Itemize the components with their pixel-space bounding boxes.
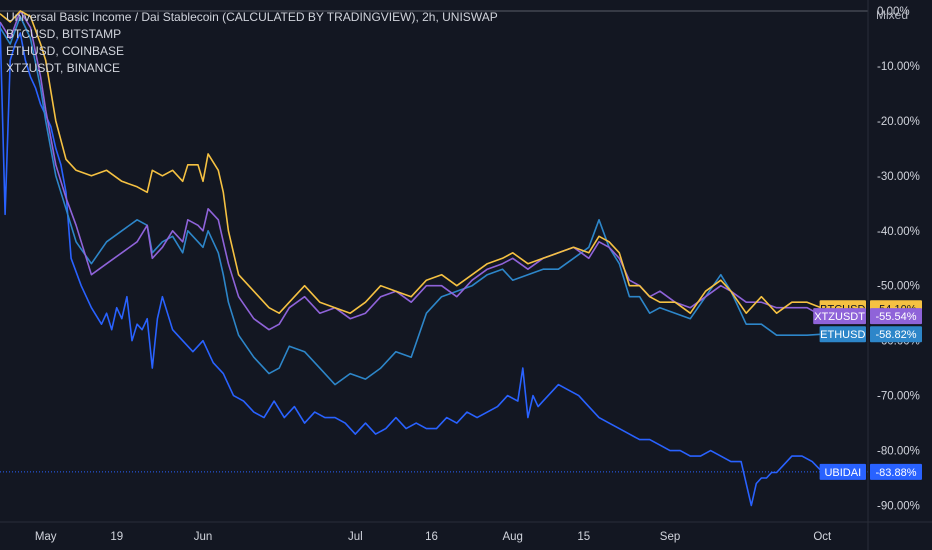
series-value-tag	[870, 326, 922, 343]
x-tick-label: May	[35, 531, 57, 543]
series-name-tag-text: ETHUSD	[820, 329, 865, 341]
series-name-tag-text: UBIDAI	[824, 467, 861, 479]
y-tick-label: -40.00%	[877, 226, 920, 238]
series-value-tag	[870, 308, 922, 325]
price-scale[interactable]: 0.00% -10.00% -20.00% -30.00% -40.00% -50.00%…	[877, 6, 920, 513]
last-label-xtzusdt: XTZUSDT -55.54%	[813, 308, 922, 325]
legend-series-btcusd[interactable]: BTCUSD, BITSTAMP	[6, 27, 122, 41]
last-value-labels: BTCUSD-54.10%XTZUSDT-55.54%ETHUSD-58.82%…	[813, 300, 922, 480]
y-tick-label: 0.00%	[877, 6, 910, 18]
scale-mode-label[interactable]: Mixed	[875, 8, 908, 22]
x-tick-label: Oct	[813, 531, 832, 543]
series-value-tag-text: -83.88%	[876, 467, 917, 479]
x-tick-label: Jun	[194, 531, 213, 543]
legend-series-ethusd[interactable]: ETHUSD, COINBASE	[6, 44, 125, 58]
y-tick-label: -70.00%	[877, 391, 920, 403]
series-line-ubidai[interactable]	[0, 21, 823, 507]
legend-series-xtzusdt[interactable]: XTZUSDT, BINANCE	[6, 61, 121, 75]
y-tick-label: -30.00%	[877, 171, 920, 183]
y-tick-label: -10.00%	[877, 61, 920, 73]
x-tick-label: Sep	[660, 531, 680, 543]
y-tick-label: -50.00%	[877, 281, 920, 293]
x-tick-label: Aug	[502, 531, 522, 543]
series-value-tag	[870, 463, 922, 480]
y-tick-label: -90.00%	[877, 501, 920, 513]
x-tick-label: 16	[425, 531, 438, 543]
series-value-tag-text: -55.54%	[876, 311, 917, 323]
last-label-ubidai: UBIDAI -83.88%	[819, 463, 922, 480]
chart-legend: Universal Basic Income / Dai Stablecoin …	[6, 9, 498, 77]
y-tick-label: -80.00%	[877, 446, 920, 458]
series-line-ethusd[interactable]	[0, 15, 823, 386]
x-tick-label: 15	[577, 531, 590, 543]
plot-area[interactable]	[0, 10, 823, 507]
series-value-tag-text: -58.82%	[876, 329, 917, 341]
series-name-tag-text: XTZUSDT	[814, 311, 865, 323]
time-scale[interactable]: May 19 Jun Jul 16 Aug 15 Sep Oct	[35, 531, 832, 543]
series-line-xtzusdt[interactable]	[0, 10, 823, 331]
y-tick-label: -20.00%	[877, 116, 920, 128]
series-name-tag	[813, 308, 866, 325]
series-name-tag	[819, 326, 866, 343]
x-tick-label: Jul	[348, 531, 363, 543]
series-name-tag	[819, 463, 866, 480]
series-line-btcusd[interactable]	[0, 10, 823, 315]
x-tick-label: 19	[110, 531, 123, 543]
last-label-ethusd: ETHUSD -58.82%	[819, 326, 922, 343]
legend-main-symbol[interactable]: Universal Basic Income / Dai Stablecoin …	[6, 10, 498, 24]
